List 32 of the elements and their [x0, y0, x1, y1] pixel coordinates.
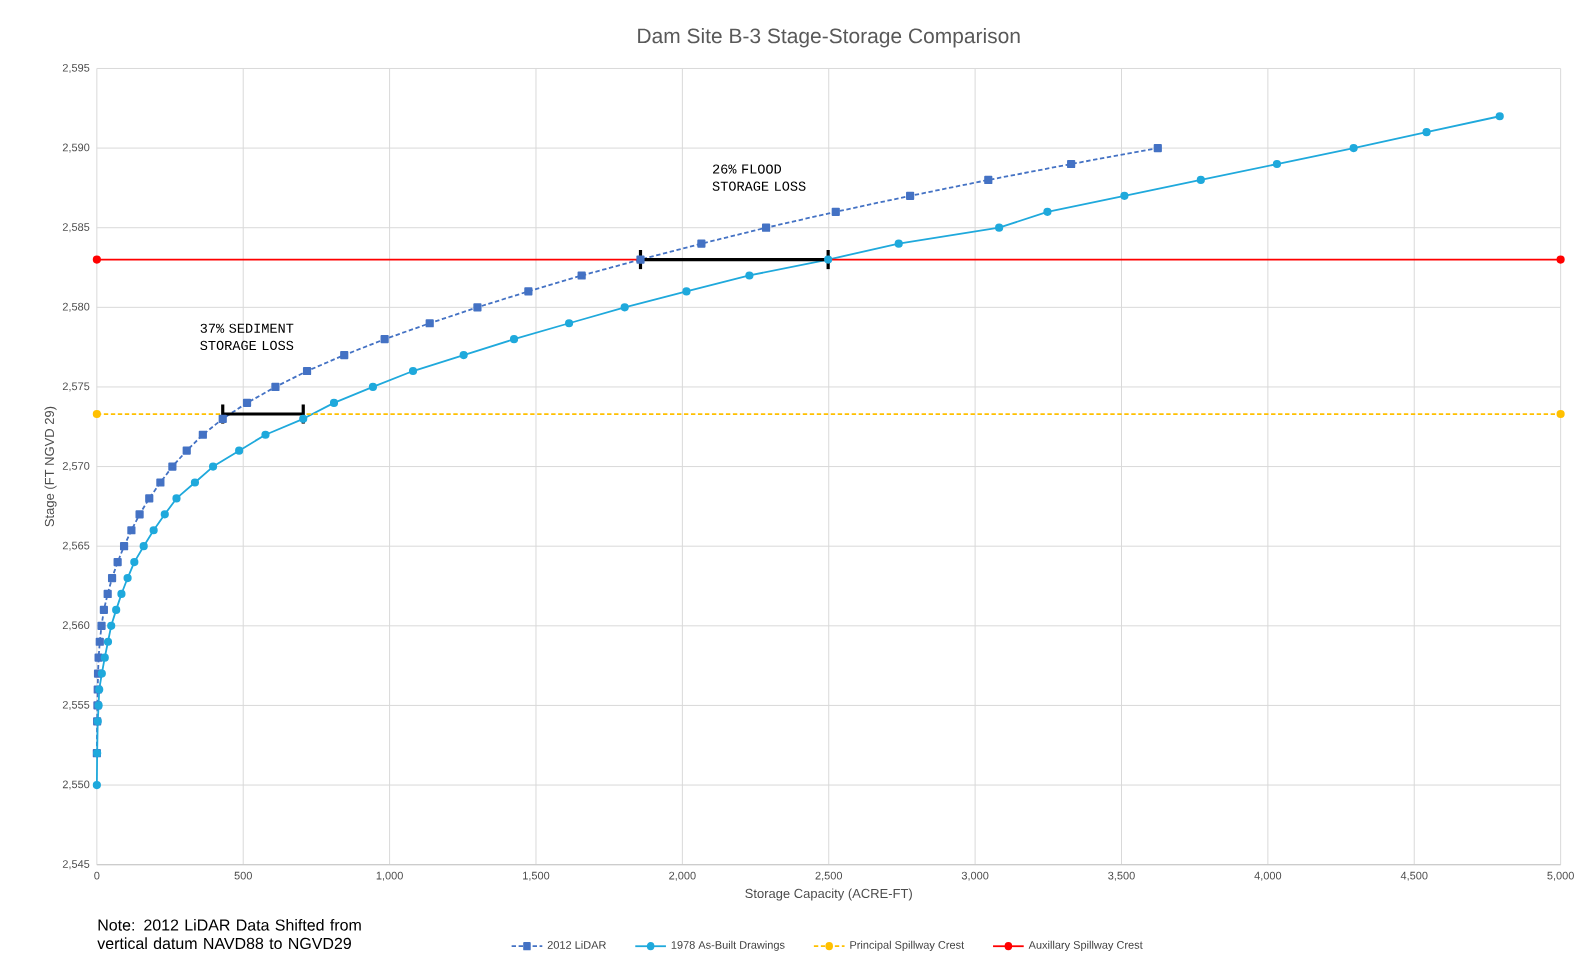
legend-label: 2012 LiDAR: [547, 940, 606, 950]
y-tick-label: 2,595: [62, 64, 90, 74]
x-tick-label: 1,500: [523, 871, 550, 882]
y-tick-label: 2,585: [62, 223, 90, 233]
y-tick-label: 2,580: [62, 303, 90, 313]
x-tick-label: 3,000: [961, 871, 989, 882]
text: Note: 2012 LiDAR Data Shifted from vertical datum NAVD88 to NGVD29: [97, 919, 361, 950]
y-tick-label: 2,545: [62, 860, 90, 870]
y-tick-label: 2,575: [62, 382, 90, 392]
y-tick-label: 2,565: [62, 541, 90, 551]
y-tick-label: 2,560: [62, 621, 90, 631]
annotation: 26% FLOOD STORAGE LOSS: [712, 164, 806, 192]
y-tick-label: 2,550: [62, 780, 90, 790]
y-tick-label: 2,590: [62, 143, 90, 153]
x-axis-title: Storage Capacity (ACRE-FT): [745, 888, 912, 901]
x-tick-label: 2,000: [669, 871, 696, 882]
x-tick-label: 4,500: [1400, 871, 1428, 882]
y-axis-title: Stage (FT NGVD 29): [44, 407, 57, 527]
legend-label: 1978 As-Built Drawings: [671, 940, 785, 952]
y-tick-label: 2,555: [62, 701, 90, 711]
x-tick-label: 0: [94, 871, 100, 880]
x-tick-label: 3,500: [1108, 871, 1135, 882]
x-tick-label: 5,000: [1547, 871, 1574, 882]
chart-title: Dam Site B-3 Stage-Storage Comparison: [638, 28, 1020, 48]
legend-label: Principal Spillway Crest: [850, 940, 965, 952]
y-tick-label: 2,570: [62, 462, 90, 472]
x-tick-label: 4,000: [1254, 871, 1282, 882]
x-tick-label: 1,000: [376, 871, 403, 882]
x-tick-label: 500: [234, 871, 252, 880]
x-tick-label: 2,500: [815, 871, 843, 882]
legend-label: Auxillary Spillway Crest: [1028, 940, 1143, 952]
annotation: 37% SEDIMENT STORAGE LOSS: [200, 323, 294, 351]
